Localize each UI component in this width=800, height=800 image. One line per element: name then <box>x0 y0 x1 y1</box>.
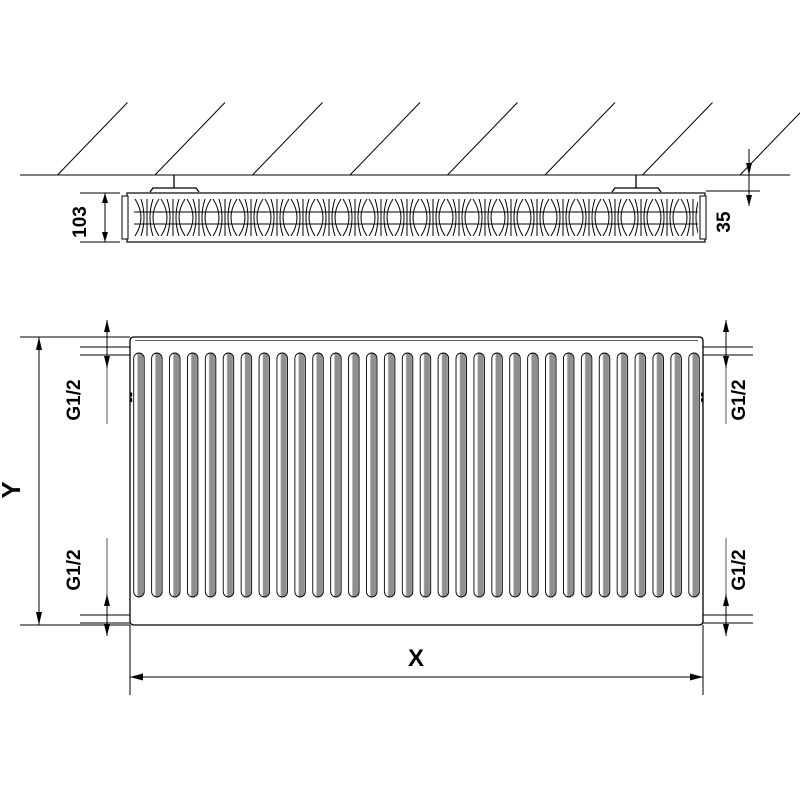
svg-text:Y: Y <box>0 481 26 498</box>
svg-text:G1/2: G1/2 <box>729 549 750 590</box>
svg-text:G1/2: G1/2 <box>64 379 85 420</box>
svg-text:103: 103 <box>70 206 91 238</box>
svg-text:X: X <box>408 645 424 672</box>
svg-text:35: 35 <box>714 211 735 233</box>
svg-text:G1/2: G1/2 <box>729 379 750 420</box>
svg-text:G1/2: G1/2 <box>64 549 85 590</box>
